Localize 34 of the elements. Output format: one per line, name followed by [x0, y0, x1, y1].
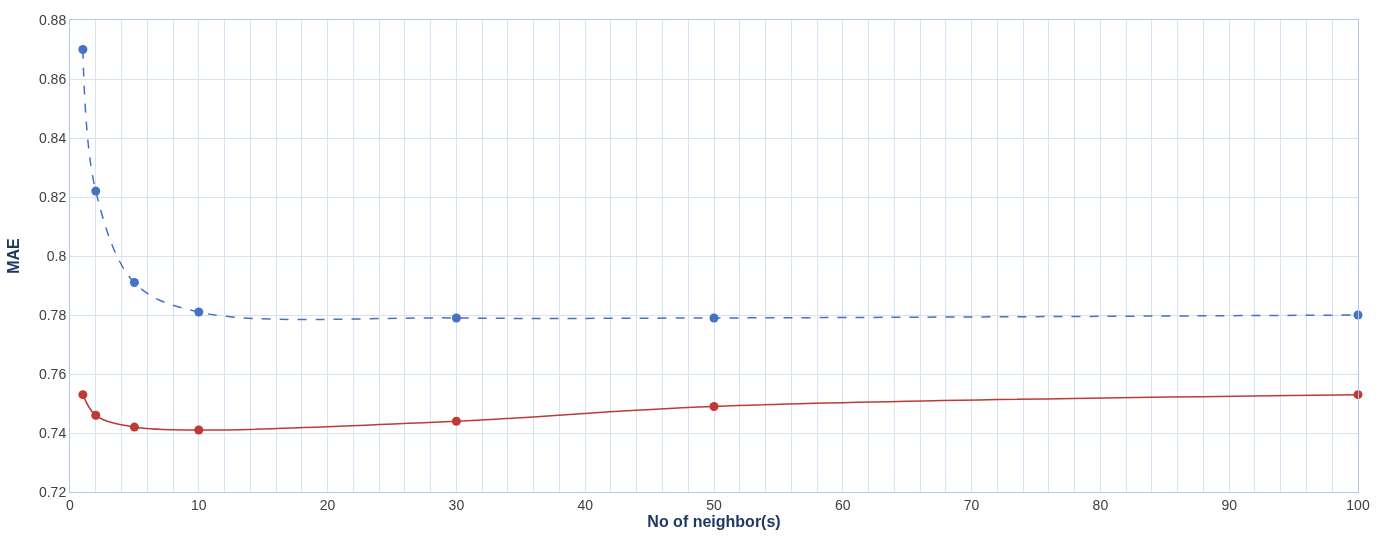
y-tick-label: 0.84: [38, 129, 67, 146]
y-tick-label: 0.78: [38, 306, 67, 323]
y-tick-label: 0.88: [38, 11, 67, 28]
x-tick-label: 40: [577, 496, 594, 513]
point: [451, 416, 461, 426]
point: [709, 401, 719, 411]
point: [78, 390, 88, 400]
x-tick-label: 10: [191, 496, 207, 513]
x-tick-label: 70: [963, 496, 980, 513]
y-tick-label: 0.76: [38, 365, 67, 382]
x-tick-label: 80: [1092, 496, 1109, 513]
x-tick-label: 60: [835, 496, 851, 513]
x-tick-label: 100: [1346, 496, 1370, 513]
x-tick-label: 20: [319, 496, 336, 513]
y-axis-title: MAE: [4, 237, 22, 274]
x-tick-label: 0: [66, 496, 75, 513]
point: [91, 410, 101, 420]
x-axis-title: No of neighbor(s): [647, 512, 781, 530]
point: [709, 313, 719, 323]
y-tick-label: 0.82: [38, 188, 67, 205]
x-tick-label: 30: [448, 496, 465, 513]
point: [78, 45, 88, 54]
point: [129, 422, 139, 432]
y-tick-label: 0.86: [38, 70, 67, 87]
x-tick-label: 50: [706, 496, 722, 513]
y-tick-label: 0.74: [38, 424, 67, 441]
x-tick-label: 90: [1221, 496, 1238, 513]
point: [129, 278, 139, 288]
point: [91, 186, 101, 196]
point: [451, 313, 461, 323]
y-tick-label: 0.72: [38, 483, 67, 500]
point: [194, 307, 204, 317]
point: [194, 425, 204, 435]
y-tick-label: 0.8: [46, 247, 67, 264]
